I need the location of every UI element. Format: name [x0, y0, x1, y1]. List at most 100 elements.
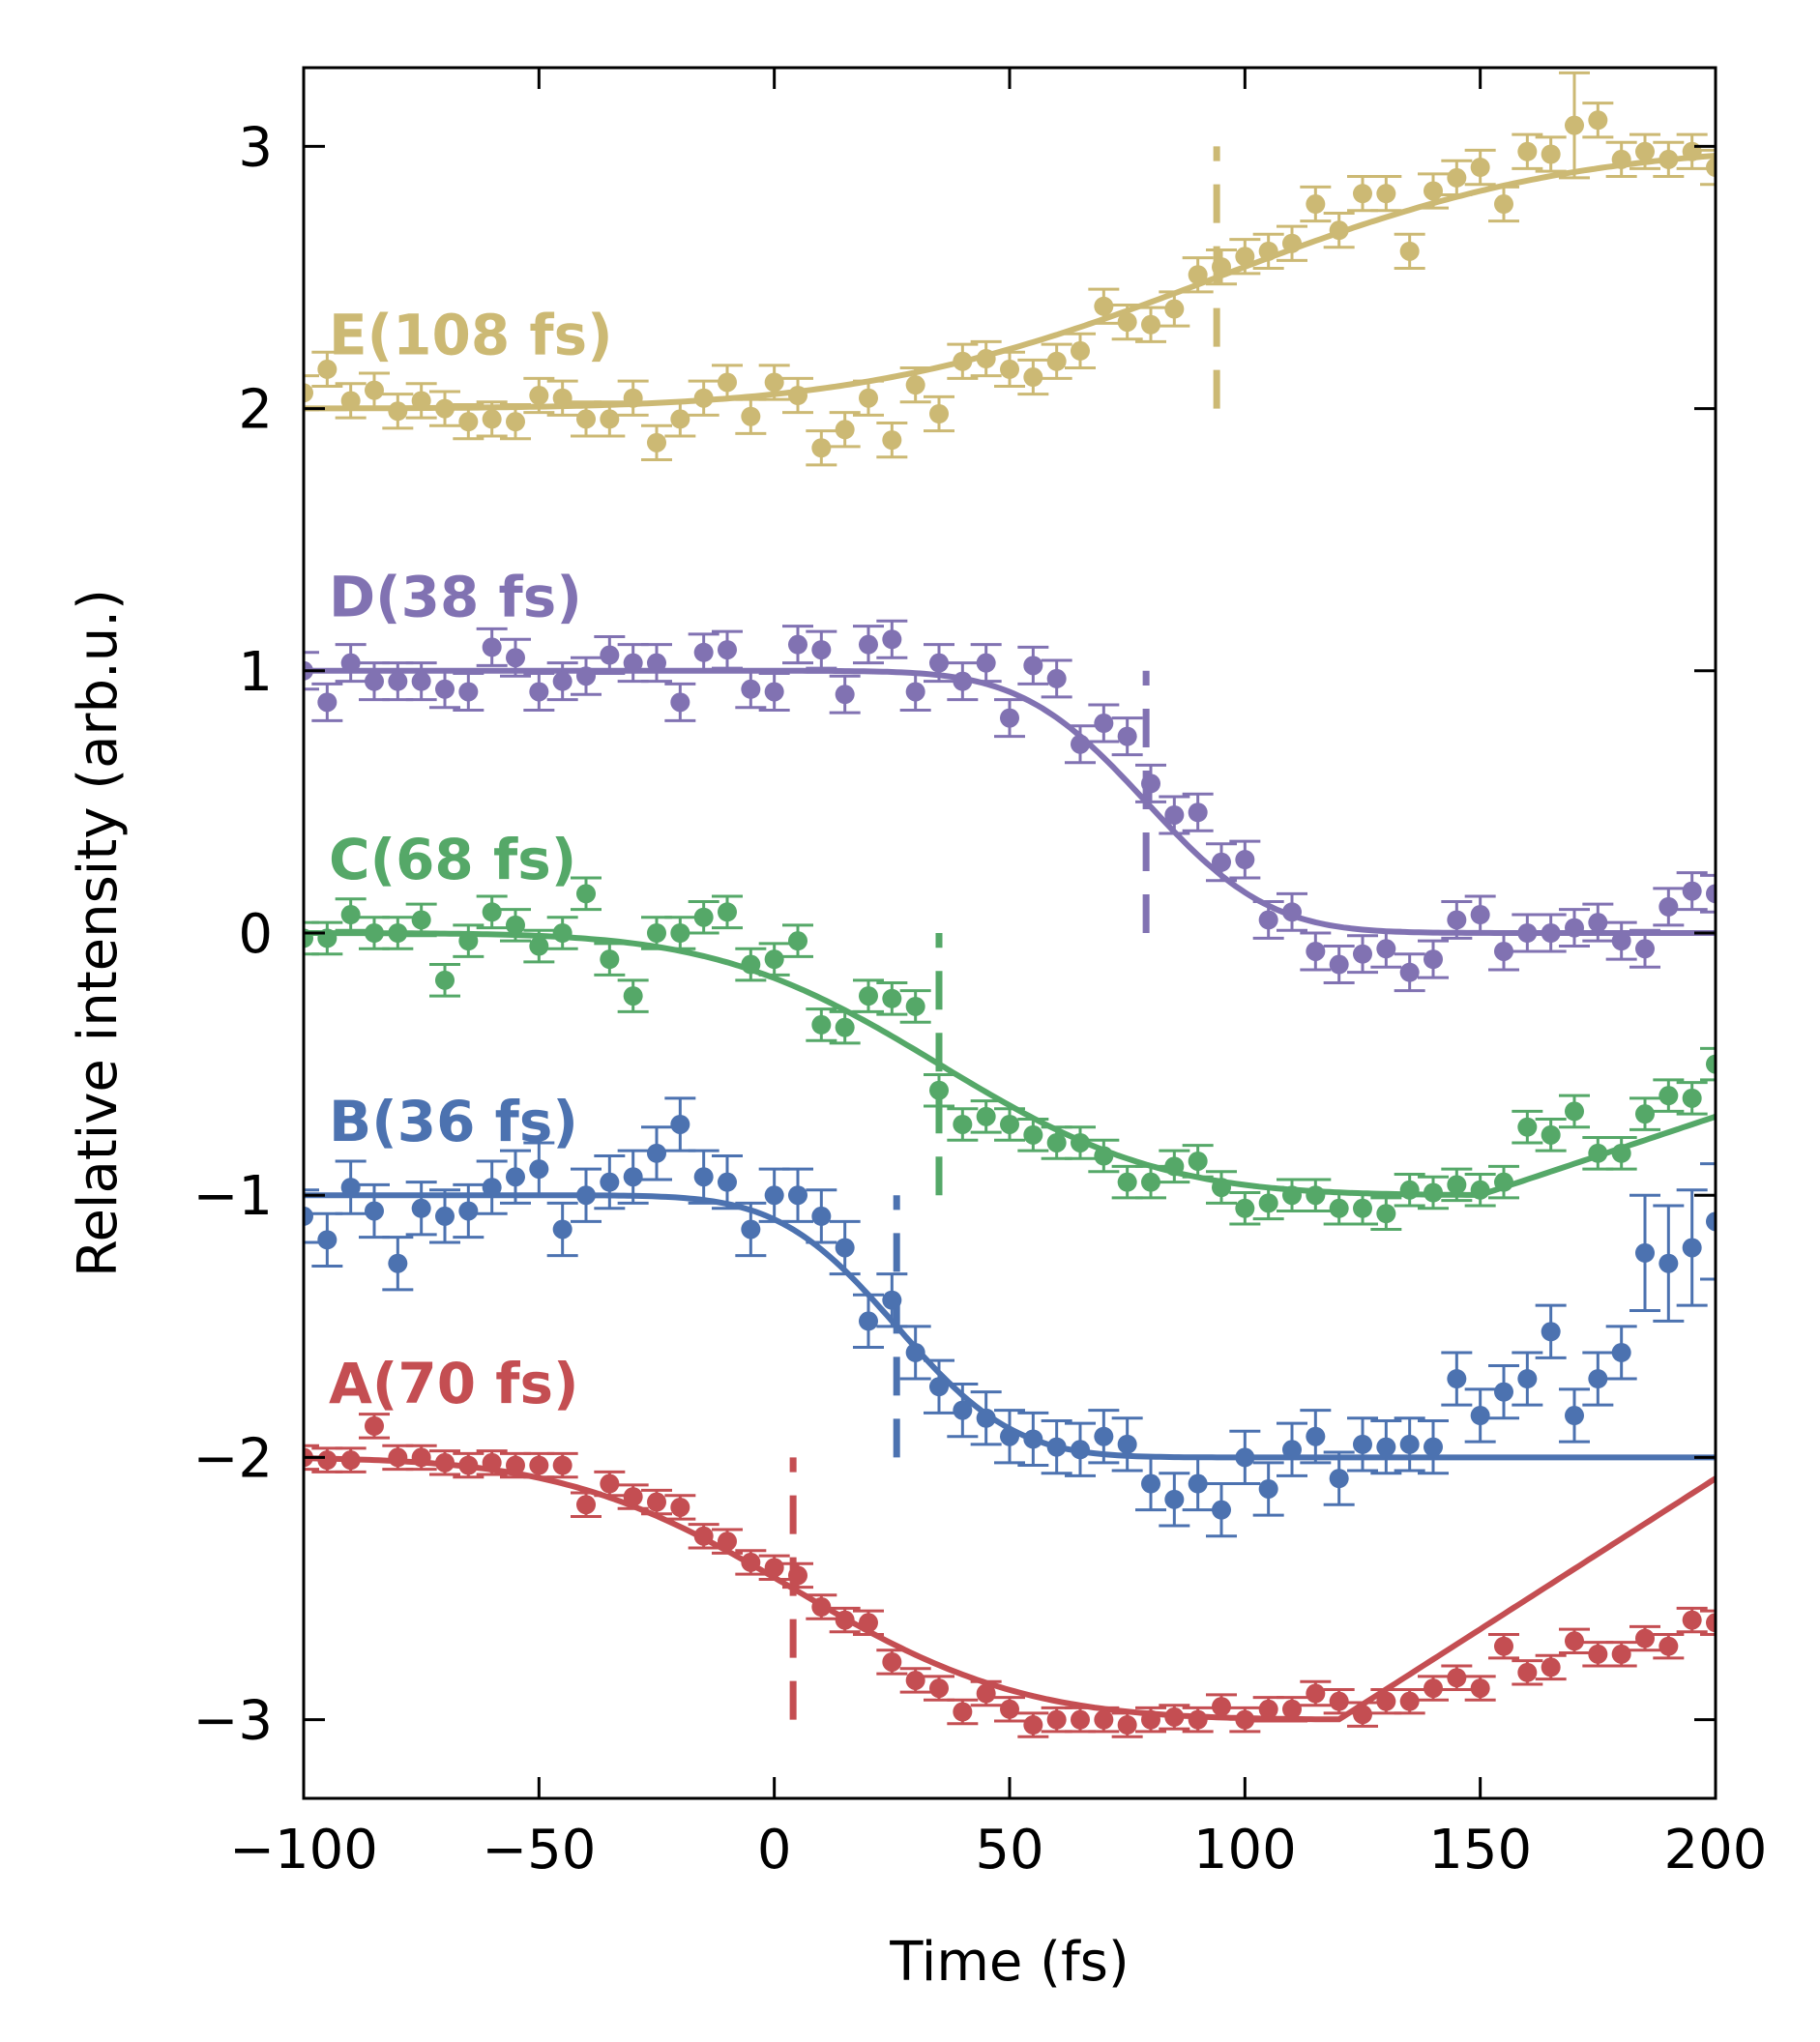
data-point [1376, 939, 1396, 959]
data-point [1424, 1678, 1443, 1699]
data-point [506, 915, 525, 935]
data-point [1447, 910, 1467, 930]
data-point [1659, 1253, 1679, 1273]
data-point [1141, 773, 1160, 794]
data-point [1706, 1613, 1716, 1633]
data-point [1329, 954, 1349, 975]
data-point [953, 671, 973, 691]
data-point [600, 409, 620, 429]
data-point [1329, 1469, 1349, 1489]
series-A(70 fs) [304, 1413, 1716, 1738]
data-point [1376, 1691, 1396, 1711]
data-point [340, 905, 361, 925]
data-point [859, 1311, 878, 1331]
data-point [976, 1408, 996, 1428]
data-point [506, 412, 525, 432]
data-point [1470, 1678, 1490, 1699]
data-point [929, 1377, 949, 1397]
data-point [1164, 804, 1185, 825]
data-point [1494, 1172, 1513, 1192]
data-point [1494, 194, 1513, 215]
data-point [929, 1080, 949, 1100]
data-point [1188, 1709, 1208, 1730]
data-point [882, 1290, 902, 1310]
data-point [1000, 1114, 1019, 1134]
data-point [718, 1532, 737, 1552]
data-point [693, 1526, 714, 1546]
data-point [1046, 668, 1067, 688]
data-point [623, 388, 643, 408]
data-point [1541, 144, 1561, 164]
data-point [576, 1495, 596, 1515]
data-point [1282, 1185, 1302, 1206]
data-point [1447, 167, 1467, 188]
data-point [1635, 141, 1655, 161]
data-point [1282, 902, 1302, 922]
data-point [1447, 1668, 1467, 1688]
data-point [1023, 1429, 1043, 1449]
data-point [623, 986, 643, 1006]
data-point [576, 1185, 596, 1206]
y-tick-label: −3 [192, 1690, 273, 1753]
data-point [882, 430, 902, 451]
data-point [1517, 1369, 1538, 1389]
data-point [1071, 340, 1090, 361]
series-label: B(36 fs) [329, 1089, 578, 1154]
data-point [340, 391, 361, 411]
data-point [1141, 314, 1160, 335]
data-point [882, 988, 902, 1008]
data-point [1424, 181, 1443, 201]
x-axis-title: Time (fs) [889, 1931, 1129, 1994]
data-point [1706, 884, 1716, 904]
data-point [1635, 1104, 1655, 1124]
data-point [1329, 1198, 1349, 1218]
data-point [1353, 1198, 1372, 1218]
y-tick-label: 2 [238, 379, 273, 442]
data-point [506, 1455, 525, 1475]
data-point [1235, 1198, 1255, 1218]
data-point [552, 671, 572, 691]
data-point [1517, 1662, 1538, 1682]
data-point [647, 432, 666, 452]
data-point [953, 1702, 973, 1722]
data-point [1447, 1175, 1467, 1195]
data-point [317, 692, 338, 713]
data-point [340, 653, 361, 673]
data-point [388, 671, 408, 691]
data-point [859, 1613, 878, 1633]
data-point [670, 692, 690, 713]
data-point [741, 954, 761, 975]
data-point [1071, 1132, 1090, 1152]
data-point [718, 640, 737, 660]
data-point [365, 671, 384, 691]
data-point [1399, 1434, 1420, 1454]
data-point [1494, 1382, 1513, 1402]
data-point [1164, 1156, 1185, 1177]
data-point [1141, 1473, 1160, 1494]
data-point [1117, 1172, 1137, 1192]
series-B(36 fs) [304, 1096, 1716, 1538]
data-point [1682, 1088, 1702, 1108]
data-point [435, 1206, 455, 1226]
data-point [859, 986, 878, 1006]
data-point [1399, 962, 1420, 982]
data-point [647, 1143, 666, 1163]
data-point [670, 1497, 690, 1517]
data-point [1659, 149, 1679, 169]
data-point [600, 1473, 620, 1494]
data-point [1094, 714, 1114, 734]
y-tick-label: −1 [192, 1165, 273, 1228]
data-point [1353, 1705, 1372, 1725]
data-point [317, 1230, 338, 1250]
data-point [482, 1452, 502, 1473]
series-C(68 fs) [304, 876, 1716, 1231]
data-point [1235, 1447, 1255, 1468]
data-point [529, 936, 549, 956]
data-point [788, 931, 807, 951]
data-point [693, 642, 714, 662]
data-point [1682, 141, 1702, 161]
data-point [365, 1201, 384, 1221]
series-label: D(38 fs) [329, 565, 582, 630]
x-tick-label: 0 [757, 1819, 792, 1882]
data-point [1659, 896, 1679, 917]
